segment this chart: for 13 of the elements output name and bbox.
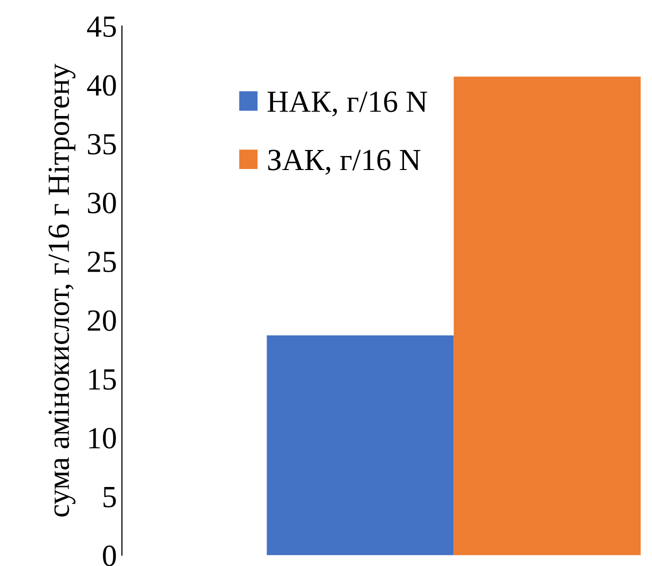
y-tick-label: 40 xyxy=(87,75,116,96)
y-tick-label: 25 xyxy=(88,252,116,272)
y-tick-label: 5 xyxy=(104,487,116,508)
y-tick-label: 30 xyxy=(88,192,116,214)
y-tick-label: 0 xyxy=(102,546,116,566)
y-tick-label: 20 xyxy=(88,310,116,331)
y-tick-label: 10 xyxy=(89,428,116,449)
y-tick-label: 45 xyxy=(87,16,116,37)
legend-label: ЗАК, г/16 N xyxy=(268,150,420,175)
y-axis-title: сума амінокислот, г/16 г Нітрогену xyxy=(48,64,76,517)
y-tick-label: 35 xyxy=(88,134,116,155)
legend-label: НАК, г/16 N xyxy=(268,92,428,116)
y-tick-label: 15 xyxy=(89,369,116,390)
